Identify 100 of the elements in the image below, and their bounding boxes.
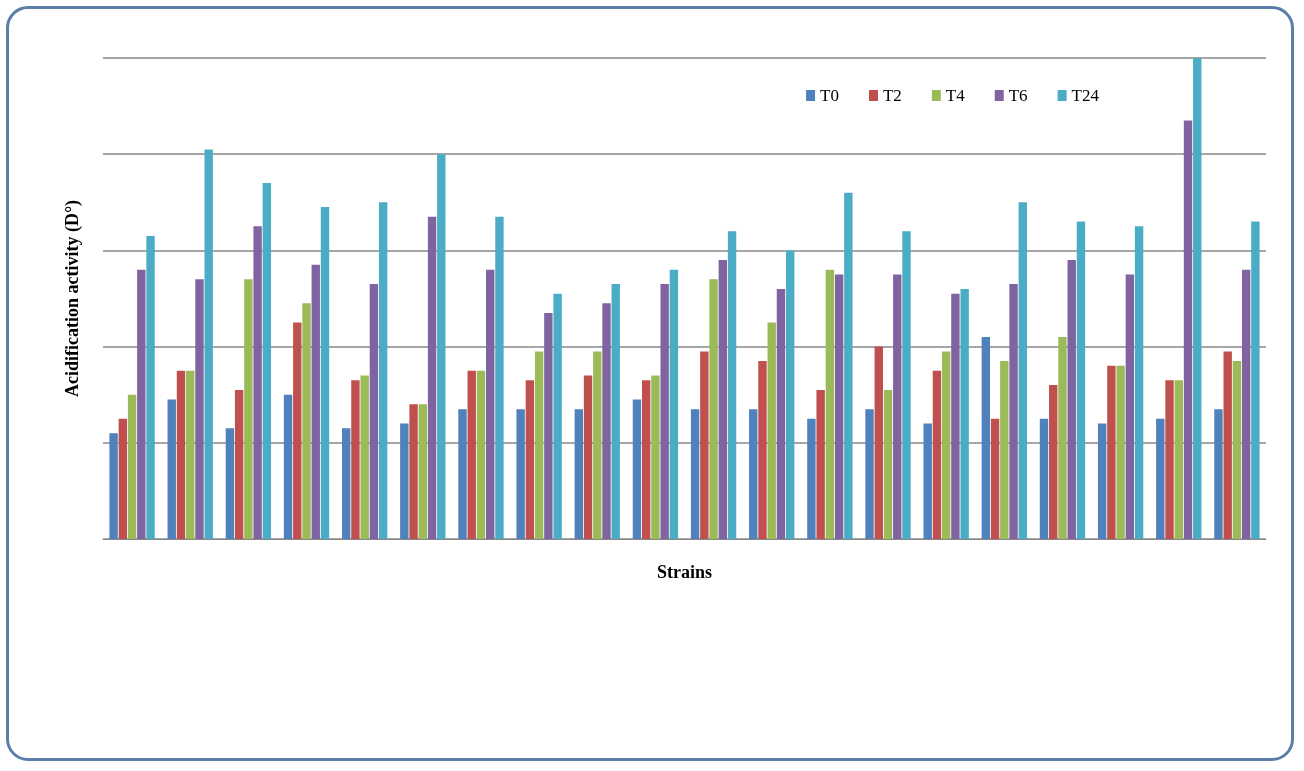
bar (727, 231, 737, 539)
bar (127, 394, 137, 539)
bar (146, 235, 155, 539)
bar (342, 428, 351, 539)
bar (825, 269, 835, 539)
bar (660, 284, 669, 539)
bar (1223, 351, 1232, 539)
bar (1232, 361, 1242, 539)
bar (109, 433, 118, 539)
bar (767, 322, 776, 539)
bar (320, 207, 330, 539)
bar (118, 418, 128, 539)
bar (844, 192, 853, 539)
bar (923, 423, 932, 539)
bar (516, 409, 525, 539)
legend-label: T0 (820, 86, 839, 105)
bar (669, 269, 679, 539)
legend-label: T24 (1071, 86, 1100, 105)
bar (418, 404, 428, 539)
bar (176, 370, 186, 539)
bar (786, 250, 795, 539)
bar (874, 346, 883, 539)
bar (816, 389, 825, 539)
bar (225, 428, 235, 539)
bar (1000, 361, 1009, 539)
bar (476, 370, 486, 539)
bar (718, 260, 728, 539)
bar (1251, 221, 1260, 539)
bar (1193, 58, 1202, 539)
bar (486, 269, 495, 539)
bar (1067, 260, 1076, 539)
y-axis-title: Acidification activity (D°) (62, 199, 83, 398)
bar (360, 375, 369, 539)
bar (195, 279, 204, 539)
bar (641, 380, 651, 539)
bar (941, 351, 951, 539)
bar (1009, 284, 1018, 539)
bar (1134, 226, 1144, 539)
bar (1076, 221, 1086, 539)
legend-label: T2 (882, 86, 902, 105)
bar (427, 216, 437, 539)
bar (602, 303, 611, 539)
bar (525, 380, 535, 539)
bar (893, 274, 902, 539)
bar (553, 293, 562, 539)
bar (574, 409, 583, 539)
bar (409, 404, 418, 539)
bar (632, 399, 642, 539)
bar (593, 351, 602, 539)
bar (690, 409, 700, 539)
bar (807, 418, 816, 539)
bar (749, 409, 758, 539)
bar (834, 274, 844, 539)
bar (186, 370, 195, 539)
bar (244, 279, 253, 539)
bar (1018, 202, 1027, 539)
bar (378, 202, 388, 539)
bar (583, 375, 593, 539)
bar (311, 264, 320, 539)
bar (458, 409, 467, 539)
x-axis-title: Strains (656, 562, 713, 582)
bar (1039, 418, 1049, 539)
legend-label: T6 (1008, 86, 1028, 105)
bar (253, 226, 262, 539)
bar (981, 336, 991, 539)
bar (544, 312, 553, 539)
bar (883, 389, 893, 539)
bar (234, 389, 244, 539)
bar (709, 279, 718, 539)
bar (960, 288, 969, 539)
bar (1058, 336, 1067, 539)
legend-label: T4 (945, 86, 966, 105)
bar (932, 370, 942, 539)
bar (437, 154, 446, 539)
bar (137, 269, 146, 539)
bar (1241, 269, 1251, 539)
bar (534, 351, 544, 539)
bar (293, 322, 302, 539)
bar (651, 375, 660, 539)
bar (1049, 385, 1058, 539)
bar (467, 370, 476, 539)
bar (1183, 120, 1193, 539)
bar (204, 149, 213, 539)
bar (1116, 365, 1125, 539)
bar (1174, 380, 1183, 539)
bar (1107, 365, 1116, 539)
bar (302, 303, 311, 539)
bar (776, 288, 786, 539)
bar (990, 418, 1000, 539)
bar (758, 361, 767, 539)
bar (700, 351, 709, 539)
bar (369, 284, 379, 539)
bar (351, 380, 360, 539)
bar (495, 216, 504, 539)
bar (1214, 409, 1223, 539)
bar (1156, 418, 1165, 539)
bar (611, 284, 620, 539)
bar (951, 293, 960, 539)
bar (283, 394, 293, 539)
bar (167, 399, 176, 539)
